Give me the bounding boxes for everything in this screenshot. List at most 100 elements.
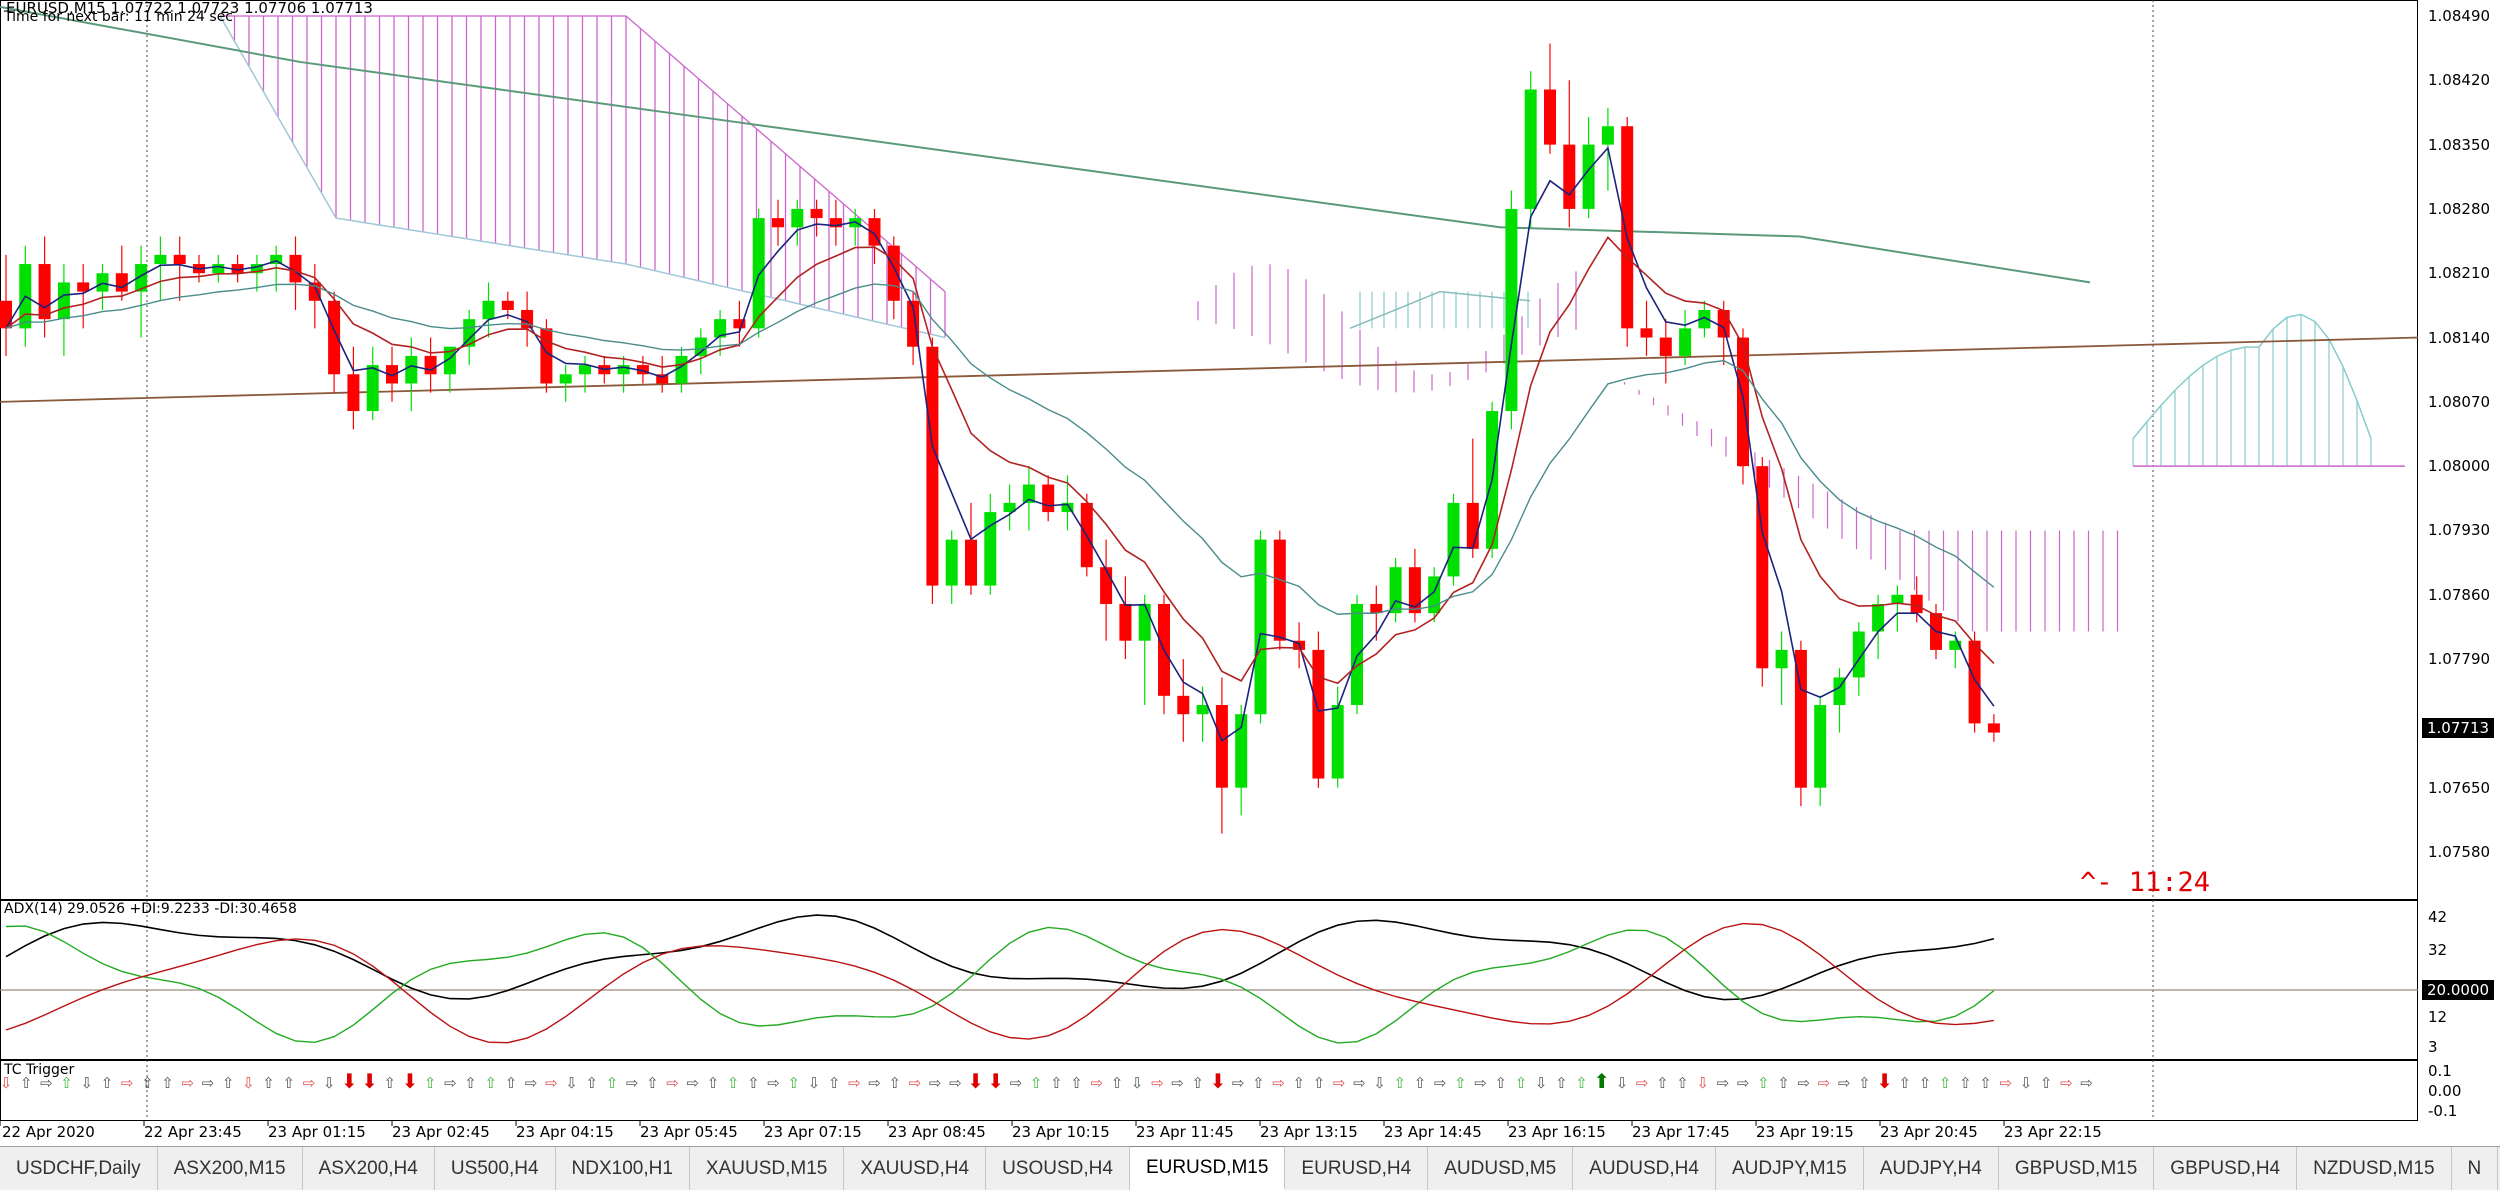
time-label: 23 Apr 14:45 bbox=[1384, 1123, 1482, 1141]
candle-body bbox=[1659, 337, 1672, 356]
chart-tab-asx200-h4[interactable]: ASX200,H4 bbox=[303, 1147, 435, 1190]
tc-trigger-label: TC Trigger bbox=[4, 1062, 75, 1078]
tc-arrow-icon: ⇨ bbox=[767, 1074, 780, 1092]
tc-arrow-icon: ⇧ bbox=[464, 1074, 477, 1092]
chart-tab-n[interactable]: N bbox=[2452, 1147, 2499, 1190]
candle-body bbox=[579, 365, 591, 375]
chart-tab-usousd-h4[interactable]: USOUSD,H4 bbox=[986, 1147, 1130, 1190]
candle-body bbox=[38, 264, 51, 320]
candle-body bbox=[482, 300, 495, 320]
candle-body bbox=[289, 254, 302, 283]
tc-arrow-icon: ⇧ bbox=[2040, 1074, 2053, 1092]
time-label: 23 Apr 04:15 bbox=[516, 1123, 614, 1141]
candle-body bbox=[1389, 567, 1402, 614]
candle-body bbox=[1273, 539, 1286, 641]
price-label: 1.08350 bbox=[2428, 135, 2491, 154]
tc-arrow-icon: ⇧ bbox=[1070, 1074, 1083, 1092]
tc-arrow-icon: ⇩ bbox=[1697, 1074, 1710, 1092]
ma-200 bbox=[0, 5, 2091, 284]
candle-body bbox=[366, 365, 379, 412]
candle-body bbox=[501, 300, 514, 310]
chart-tab-xauusd-h4[interactable]: XAUUSD,H4 bbox=[844, 1147, 987, 1190]
tc-arrow-icon: ⇧ bbox=[1919, 1074, 1932, 1092]
candle-body bbox=[1891, 594, 1904, 604]
candle-body bbox=[1254, 539, 1267, 715]
tc-arrow-icon: ⇨ bbox=[1151, 1074, 1164, 1092]
time-label: 22 Apr 2020 bbox=[2, 1123, 95, 1141]
chart-tab-audusd-h4[interactable]: AUDUSD,H4 bbox=[1573, 1147, 1716, 1190]
candle-body bbox=[1177, 695, 1190, 715]
tc-arrow-icon: ⇩ bbox=[242, 1074, 255, 1092]
candle-body bbox=[1872, 603, 1885, 632]
adx-level-label: 32 bbox=[2428, 941, 2448, 959]
tc-arrow-icon: ⇨ bbox=[1838, 1074, 1851, 1092]
chart-tab-audusd-m5[interactable]: AUDUSD,M5 bbox=[1428, 1147, 1574, 1190]
candle-body bbox=[810, 208, 823, 219]
tc-arrow-icon: ⇧ bbox=[1111, 1074, 1124, 1092]
tc-arrow-icon: ⇧ bbox=[1192, 1074, 1205, 1092]
tc-arrow-icon: ⇨ bbox=[929, 1074, 942, 1092]
tc-level-label: 0.00 bbox=[2428, 1082, 2462, 1100]
tc-arrow-icon: ⬇ bbox=[341, 1069, 358, 1093]
time-label: 23 Apr 05:45 bbox=[640, 1123, 738, 1141]
tc-arrow-icon: ⬇ bbox=[361, 1069, 378, 1093]
tc-arrow-icon: ⇩ bbox=[323, 1074, 336, 1092]
chart-tab-usdchf-daily[interactable]: USDCHF,Daily bbox=[0, 1147, 158, 1190]
tc-arrow-icon: ⇧ bbox=[1656, 1074, 1669, 1092]
tc-arrow-icon: ⇩ bbox=[808, 1074, 821, 1092]
current-price-tag: 1.07713 bbox=[2422, 718, 2495, 738]
candle-body bbox=[135, 264, 148, 292]
tc-arrow-icon: ⇧ bbox=[1414, 1074, 1427, 1092]
tc-arrow-icon: ⇨ bbox=[1717, 1074, 1730, 1092]
tc-arrow-icon: ⇩ bbox=[1131, 1074, 1144, 1092]
tc-arrow-icon: ⇧ bbox=[1495, 1074, 1508, 1092]
candle-body bbox=[1408, 567, 1421, 614]
tc-arrow-icon: ⇧ bbox=[505, 1074, 518, 1092]
chart-tab-ndx100-h1[interactable]: NDX100,H1 bbox=[556, 1147, 690, 1190]
tc-arrow-icon: ⇨ bbox=[1798, 1074, 1811, 1092]
candle-body bbox=[212, 264, 225, 274]
chart-tab-nzdusd-m15[interactable]: NZDUSD,M15 bbox=[2297, 1147, 2452, 1190]
chart-tab-gbpusd-h4[interactable]: GBPUSD,H4 bbox=[2154, 1147, 2298, 1190]
chart-tab-eurusd-h4[interactable]: EURUSD,H4 bbox=[1285, 1147, 1429, 1190]
tc-arrow-icon: ⇧ bbox=[788, 1074, 801, 1092]
tc-arrow-icon: ⬆ bbox=[1593, 1069, 1610, 1093]
candle-body bbox=[250, 264, 263, 274]
candle-body bbox=[1235, 714, 1248, 788]
tc-pane-frame bbox=[0, 1060, 2418, 1121]
tc-arrow-icon: ⇧ bbox=[1979, 1074, 1992, 1092]
tc-arrow-icon: ⇧ bbox=[606, 1074, 619, 1092]
candle-body bbox=[173, 254, 186, 265]
tc-arrow-icon: ⇩ bbox=[1535, 1074, 1548, 1092]
candle-body bbox=[829, 218, 842, 228]
price-label: 1.07580 bbox=[2428, 843, 2491, 861]
time-label: 23 Apr 19:15 bbox=[1756, 1123, 1854, 1141]
tc-arrow-icon: ⇧ bbox=[60, 1074, 73, 1092]
tc-arrow-icon: ⇨ bbox=[1636, 1074, 1649, 1092]
candle-body bbox=[733, 319, 746, 329]
candle-body bbox=[328, 300, 341, 375]
chart-tab-asx200-m15[interactable]: ASX200,M15 bbox=[158, 1147, 303, 1190]
price-label: 1.07650 bbox=[2428, 778, 2491, 797]
tc-arrow-icon: ⇨ bbox=[1333, 1074, 1346, 1092]
adx-pane-frame bbox=[0, 900, 2418, 1060]
chart-tab-us500-h4[interactable]: US500,H4 bbox=[435, 1147, 556, 1190]
tc-arrow-icon: ⇩ bbox=[81, 1074, 94, 1092]
candle-body bbox=[0, 300, 12, 329]
tc-arrow-icon: ⇨ bbox=[666, 1074, 679, 1092]
tc-arrow-icon: ⇨ bbox=[303, 1074, 316, 1092]
chart-tab-gbpusd-m15[interactable]: GBPUSD,M15 bbox=[1999, 1147, 2155, 1190]
tc-arrow-icon: ⇧ bbox=[1252, 1074, 1265, 1092]
chart-tab-eurusd-m15[interactable]: EURUSD,M15 bbox=[1129, 1146, 1286, 1190]
chart-tab-xauusd-m15[interactable]: XAUUSD,M15 bbox=[690, 1147, 845, 1190]
tc-arrow-icon: ⇧ bbox=[747, 1074, 760, 1092]
chart-tab-audjpy-h4[interactable]: AUDJPY,H4 bbox=[1864, 1147, 1999, 1190]
candle-body bbox=[1312, 649, 1325, 779]
price-label: 1.08070 bbox=[2428, 392, 2491, 411]
tc-arrow-icon: ⇨ bbox=[1232, 1074, 1245, 1092]
candle-body bbox=[1100, 567, 1113, 604]
chart-tab-audjpy-m15[interactable]: AUDJPY,M15 bbox=[1716, 1147, 1864, 1190]
candle-body bbox=[386, 365, 398, 384]
candle-body bbox=[1196, 705, 1209, 715]
